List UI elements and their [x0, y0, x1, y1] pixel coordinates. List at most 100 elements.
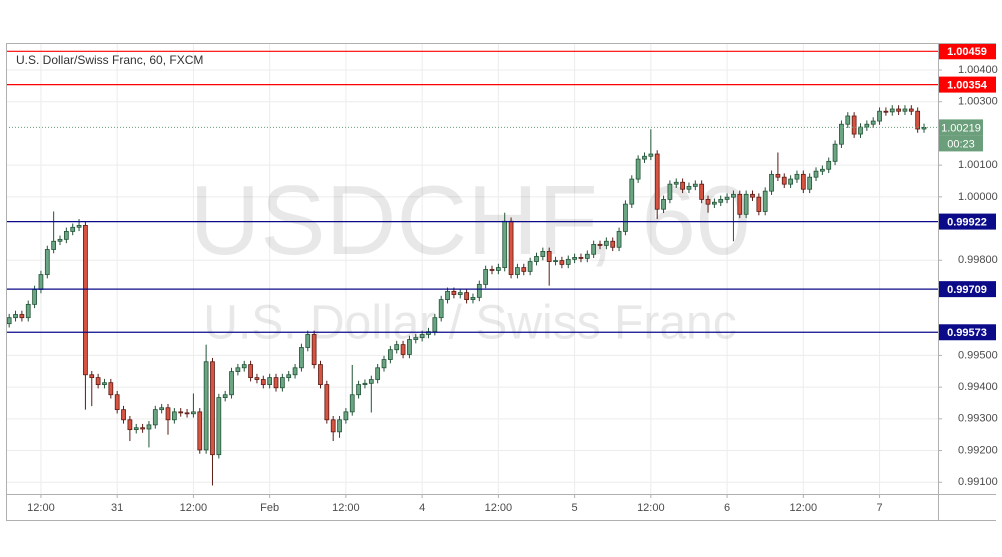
candle-body [654, 153, 660, 210]
candle-body [279, 377, 285, 389]
candle-body [70, 226, 76, 232]
candle-body [908, 108, 914, 112]
countdown-box [939, 135, 983, 152]
candle-body [102, 382, 107, 385]
candle-body [222, 394, 228, 398]
candle-body [457, 292, 463, 295]
level-label-box [939, 281, 996, 298]
candle-body [591, 244, 597, 255]
candle-body [667, 183, 673, 200]
y-tick-label: 1.00300 [958, 96, 998, 108]
level-label: 0.99573 [947, 327, 987, 339]
candle-body [858, 126, 863, 135]
candle-body [407, 339, 412, 355]
y-tick-label: 0.99400 [958, 381, 998, 393]
candle-body [673, 181, 679, 185]
x-tick-label: 4 [419, 502, 425, 514]
candle-body [273, 377, 279, 389]
watermark-subtitle: U.S. Dollar / Swiss Franc [203, 297, 736, 350]
candle-body [559, 260, 565, 265]
candle-body [788, 178, 793, 185]
candle-body [248, 364, 253, 379]
candle-body [330, 419, 336, 433]
x-tick-label: 12:00 [180, 502, 208, 514]
candle-body [229, 371, 234, 396]
candle-body [610, 240, 616, 248]
candle-body [476, 283, 482, 298]
candle-body [794, 173, 800, 180]
x-tick-label: 12:00 [485, 502, 513, 514]
candle-body [260, 379, 266, 385]
candle-body [527, 261, 533, 272]
x-tick-label: 12:00 [790, 502, 818, 514]
candle-body [731, 193, 736, 198]
candle-body [146, 424, 152, 430]
candle-body [686, 185, 692, 190]
candle-body [775, 173, 781, 178]
y-tick-label: 0.99300 [958, 413, 998, 425]
candle-body [394, 344, 400, 351]
candle-body [184, 412, 190, 415]
candle-body [800, 173, 806, 190]
candle-body [191, 411, 196, 415]
candle-body [241, 364, 247, 369]
candle-body [159, 407, 165, 411]
candle-body [451, 290, 457, 295]
level-label-box [939, 43, 996, 60]
candle-body [413, 337, 419, 340]
candle-body [426, 331, 431, 335]
candle-body [915, 110, 921, 130]
candle-body [680, 181, 685, 190]
candle-body [400, 344, 406, 355]
candle-body [578, 257, 584, 259]
candle-body [387, 349, 393, 360]
candle-body [235, 367, 241, 372]
candle-body [851, 115, 857, 135]
candle-body [13, 314, 18, 319]
candle-body [362, 382, 368, 385]
candle-body [750, 193, 755, 198]
candle-body [324, 384, 330, 421]
candle-body [445, 290, 450, 301]
levels: 1.00459 1.00354 0.99922 0.99709 0.99573 1.002… [6, 43, 996, 341]
candle-body [152, 409, 158, 426]
candle-body [267, 377, 273, 385]
candle-body [356, 384, 361, 396]
candle-body [546, 250, 552, 262]
candle-body [877, 110, 882, 122]
level-label-box [939, 213, 996, 230]
countdown-label: 00:23 [947, 138, 975, 150]
candle-body [432, 317, 438, 333]
candle-body [438, 299, 444, 319]
chart-title: U.S. Dollar/Swiss Franc, 60, FXCM [16, 53, 203, 67]
candle-body [648, 153, 654, 157]
candle-body [464, 292, 469, 301]
x-tick-label: 12:00 [27, 502, 55, 514]
candle-body [76, 224, 82, 228]
candle-body [902, 108, 908, 112]
candle-body [203, 361, 209, 451]
candle-body [349, 394, 355, 413]
y-tick-label: 1.00100 [958, 159, 998, 171]
grid [6, 44, 938, 494]
candle-body [845, 115, 851, 125]
candle-body [521, 267, 527, 272]
candle-body [883, 110, 889, 113]
candle-body [826, 160, 832, 170]
x-tick-label: 6 [724, 502, 730, 514]
candle-body [565, 258, 571, 265]
candle-body [343, 411, 349, 421]
level-label-box [939, 76, 996, 93]
candle-body [311, 334, 317, 366]
candle-body [178, 411, 184, 414]
candle-body [870, 120, 876, 125]
candle-body [629, 178, 635, 205]
candle-body [375, 367, 381, 380]
candle-body [57, 238, 63, 242]
y-tick-label: 0.99200 [958, 444, 998, 456]
level-label: 1.00459 [947, 46, 987, 58]
candle-body [121, 409, 126, 421]
candle-body [896, 108, 901, 112]
candle-body [6, 317, 12, 325]
